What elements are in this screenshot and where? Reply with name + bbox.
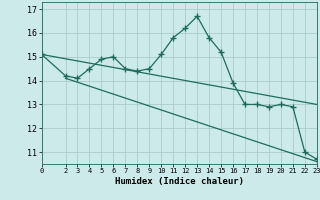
X-axis label: Humidex (Indice chaleur): Humidex (Indice chaleur) <box>115 177 244 186</box>
